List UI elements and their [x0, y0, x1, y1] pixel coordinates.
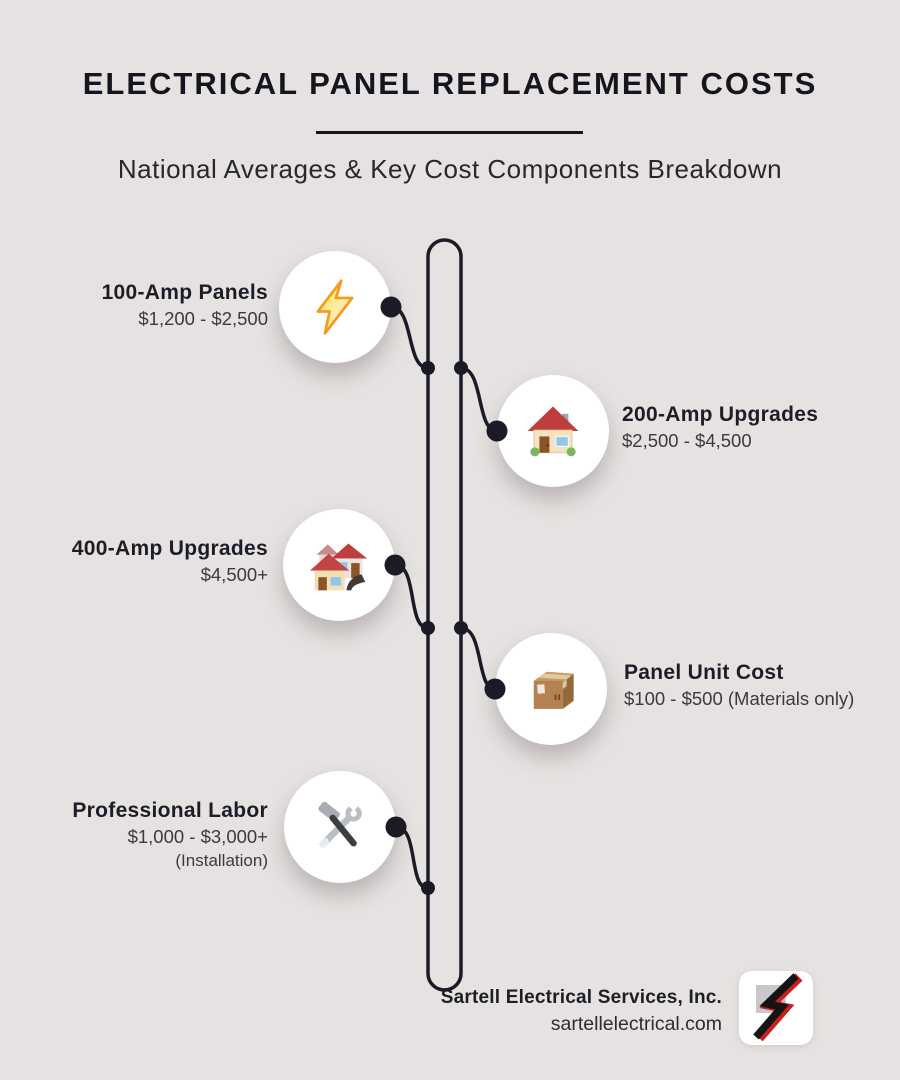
- item-price: $1,200 - $2,500: [138, 308, 268, 329]
- company-name: Sartell Electrical Services, Inc.: [440, 987, 722, 1008]
- spine-dot-1: [421, 361, 435, 375]
- item-price: $1,000 - $3,000+: [127, 826, 268, 847]
- item-title: 400-Amp Upgrades: [71, 537, 268, 560]
- page-subtitle: National Averages & Key Cost Components …: [117, 154, 783, 184]
- item-price: $4,500+: [200, 564, 268, 585]
- houses-icon: [309, 543, 368, 591]
- item-title: Panel Unit Cost: [624, 661, 784, 684]
- page-title: ELECTRICAL PANEL REPLACEMENT COSTS: [82, 66, 818, 101]
- item-title: 200-Amp Upgrades: [622, 403, 819, 426]
- high-voltage-icon: [316, 279, 354, 335]
- item-icon-circle-4: [495, 633, 607, 745]
- hammer-wrench-icon: [318, 798, 363, 848]
- website-url: sartellelectrical.com: [550, 1013, 722, 1035]
- item-price: $2,500 - $4,500: [622, 430, 752, 451]
- company-logo: [739, 971, 813, 1045]
- item-title: Professional Labor: [72, 799, 268, 822]
- timeline-item-text-3: 400-Amp Upgrades $4,500+: [72, 535, 268, 588]
- lightning-bolt-logo-icon: [753, 973, 803, 1042]
- item-icon-circle-2: [497, 375, 609, 487]
- item-icon-circle-5: [284, 771, 396, 883]
- item-price: $100 - $500 (Materials only): [624, 688, 855, 709]
- connector-3: [394, 563, 429, 630]
- connector-5: [395, 825, 429, 890]
- spine-dot-3: [421, 621, 435, 635]
- connector-2: [460, 366, 498, 433]
- house-icon: [527, 406, 579, 457]
- spine-dot-5: [421, 881, 435, 895]
- connector-1: [390, 305, 429, 370]
- item-icon-circle-3: [283, 509, 395, 621]
- timeline-item-text-4: Panel Unit Cost $100 - $500 (Materials o…: [624, 659, 854, 712]
- timeline-item-text-5: Professional Labor $1,000 - $3,000+ (Ins…: [72, 797, 268, 871]
- timeline-item-text-1: 100-Amp Panels $1,200 - $2,500: [102, 279, 268, 332]
- timeline-item-text-2: 200-Amp Upgrades $2,500 - $4,500: [622, 401, 818, 454]
- spine-dot-2: [454, 361, 468, 375]
- spine-dot-4: [454, 621, 468, 635]
- item-title: 100-Amp Panels: [101, 281, 268, 304]
- title-divider: [316, 131, 583, 134]
- item-note: (Installation): [175, 851, 268, 870]
- timeline-spine: [426, 238, 463, 992]
- item-icon-circle-1: [279, 251, 391, 363]
- connector-4: [460, 626, 496, 691]
- package-icon: [533, 671, 574, 709]
- footer: Sartell Electrical Services, Inc. sartel…: [441, 985, 722, 1038]
